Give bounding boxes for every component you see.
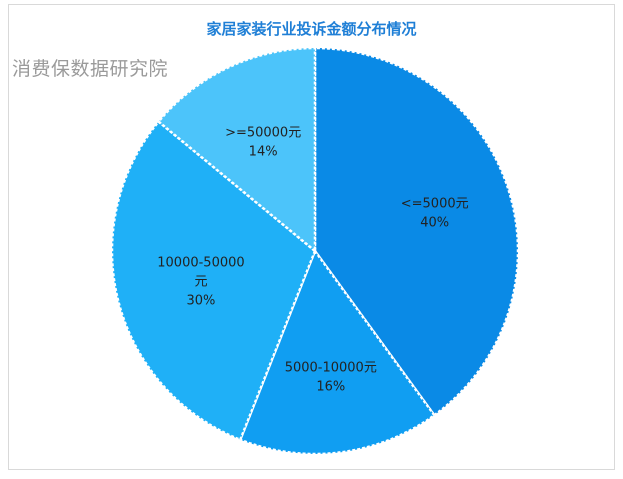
slice-label-5000: <=5000元 40% — [401, 197, 469, 231]
slice-category-label: >=50000元 — [225, 125, 301, 140]
pie-slice-50000 — [156, 46, 317, 254]
slice-category-label: <=5000元 — [401, 197, 469, 212]
pie-slice-5000 — [313, 46, 520, 417]
slice-percent-label: 16% — [316, 379, 345, 394]
slice-category-label: 10000-50000 — [157, 255, 244, 270]
slice-label-10000-50000: 10000-50000 元 30% — [157, 255, 244, 308]
pie-slice-10000-50000 — [110, 119, 317, 442]
slice-percent-label: 40% — [420, 216, 449, 231]
slice-label-50000: >=50000元 14% — [225, 125, 301, 159]
chart-title: 家居家装行业投诉金额分布情况 — [206, 20, 417, 38]
slice-label-5000-10000: 5000-10000元 16% — [285, 360, 377, 394]
slice-percent-label: 14% — [249, 144, 278, 159]
slice-percent-label: 30% — [187, 293, 216, 308]
pie-labels: <=5000元 40% 5000-10000元 16% 10000-50000 元 30% >… — [157, 125, 468, 394]
pie-slice-5000-10000 — [238, 248, 437, 456]
slice-category-label: 元 — [194, 274, 207, 289]
watermark: 消费保数据研究院 — [12, 58, 169, 80]
pie-slices — [110, 46, 520, 456]
slice-category-label: 5000-10000元 — [285, 360, 377, 375]
